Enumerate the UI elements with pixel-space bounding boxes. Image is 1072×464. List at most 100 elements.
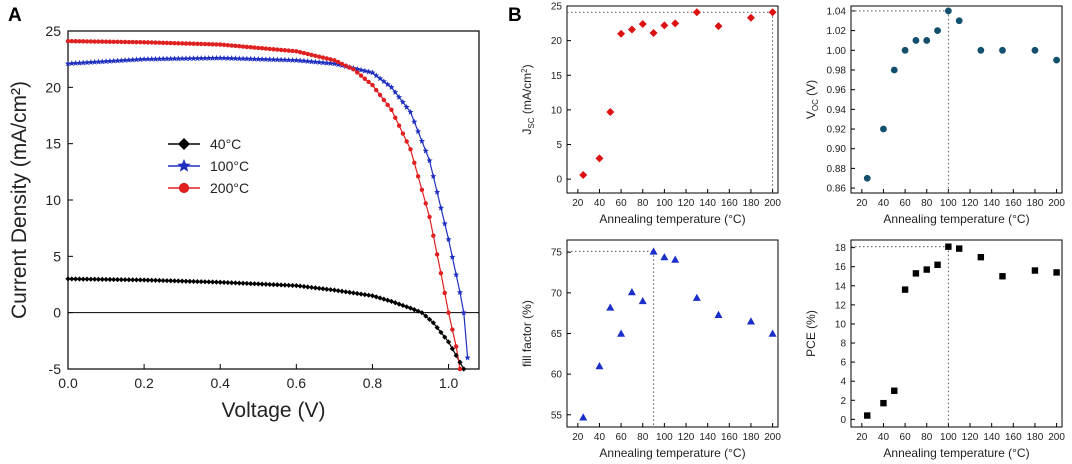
panel-a-x-tick-label: 0.0 [58, 375, 78, 391]
panel-a-point [274, 56, 281, 63]
panel-a-point [370, 82, 375, 88]
panel-a-point [281, 56, 288, 63]
panel-b4-y-axis-title: PCE (%) [804, 310, 818, 357]
panel-a-point [130, 39, 135, 45]
panel-a-point [160, 277, 166, 284]
panel-a-point [437, 204, 444, 211]
panel-a-point [229, 280, 235, 286]
panel-b4-y-tick-label: 0 [840, 415, 846, 426]
panel-a-point [195, 41, 200, 47]
panel-a-point [369, 69, 376, 76]
panel-a-point [271, 47, 276, 52]
panel-b2-y-tick-label: 0.92 [827, 125, 847, 136]
panel-b2-y-tick-label: 0.90 [827, 144, 847, 155]
panel-a-point [418, 137, 425, 144]
panel-b1-data-point [638, 20, 647, 29]
panel-a-point [214, 42, 219, 47]
panel-b3-frame [566, 239, 779, 428]
panel-b4-x-tick-label: 160 [1005, 432, 1022, 443]
panel-b4-data-point [999, 273, 1006, 280]
panel-a-series-line-0 [68, 278, 465, 369]
panel-a-point [312, 285, 318, 291]
panel-b1-data-point [768, 8, 777, 17]
panel-a-point [445, 236, 452, 243]
panel-b2-y-tick-label: 0.98 [827, 65, 847, 76]
panel-a-series-group [68, 40, 469, 369]
panel-b4-frame [850, 239, 1063, 428]
panel-b1-x-tick-label: 100 [656, 198, 673, 209]
panel-b4-x-tick-label: 180 [1027, 432, 1044, 443]
panel-b3-data-point [617, 329, 626, 337]
panel-a-point [351, 67, 356, 72]
panel-b4-y-tick-label: 16 [835, 262, 847, 273]
panel-a-point [163, 55, 170, 62]
panel-a-point [244, 280, 250, 287]
panel-a-point [244, 44, 250, 50]
panel-a-point [438, 329, 444, 335]
panel-b3-x-tick-label: 40 [594, 432, 606, 443]
panel-a-point [373, 72, 380, 79]
panel-b3-x-tick-label: 80 [637, 432, 649, 443]
legend-marker-0 [178, 138, 190, 150]
panel-b2-y-tick-label: 0.88 [827, 164, 847, 175]
panel-b1-data-point [579, 170, 588, 179]
panel-a-point [358, 291, 364, 297]
panel-a-point [377, 75, 384, 82]
panel-b4-x-tick-label: 80 [921, 432, 933, 443]
panel-a-point [308, 58, 315, 65]
panel-a-point [233, 43, 238, 49]
panel-a-point [111, 276, 117, 283]
panel-a-point [442, 290, 447, 296]
panel-b3-y-tick-label: 55 [551, 410, 563, 421]
panel-a-point [122, 39, 128, 45]
panel-b1-x-tick-label: 80 [637, 198, 649, 209]
panel-a-point [438, 271, 444, 276]
panel-b2-y-tick-label: 1.04 [827, 6, 847, 17]
panel-b4-data-point [864, 412, 871, 419]
panel-a-point [68, 60, 75, 67]
panel-a-series-line-2 [68, 40, 461, 369]
panel-b2-data-point [934, 27, 941, 35]
panel-b1-data-point [617, 29, 626, 38]
panel-b4-data-point [945, 243, 952, 250]
panel-a-point [236, 280, 242, 286]
panel-a-point [126, 277, 132, 283]
panel-a-point [366, 79, 371, 85]
panel-a-point [415, 308, 421, 314]
panel-a-point [385, 102, 390, 108]
panel-b4-y-tick-label: 2 [840, 396, 846, 407]
panel-a-x-tick-label: 1.0 [439, 375, 459, 391]
panel-b1-data-point [671, 19, 680, 28]
panel-a-point [453, 271, 460, 278]
panel-a-y-tick-label: 25 [45, 23, 61, 39]
panel-b3-x-tick-label: 200 [764, 432, 781, 443]
panel-b3-y-tick-label: 65 [551, 329, 563, 340]
panel-a-point [229, 43, 234, 48]
panel-b1-x-tick-label: 60 [616, 198, 628, 209]
panel-a-point [149, 277, 155, 283]
panel-a-point [133, 56, 140, 63]
panel-b2-x-tick-label: 140 [983, 198, 1000, 209]
panel-a-point [187, 278, 193, 284]
panel-a-point [358, 73, 364, 78]
panel-a-point [373, 294, 379, 300]
panel-a-point [293, 283, 299, 289]
panel-a-point [114, 276, 121, 283]
panel-a-point [236, 55, 243, 62]
panel-a-point [81, 39, 86, 44]
panel-a-point [301, 50, 307, 56]
panel-a-point [354, 290, 360, 297]
panel-a-point [115, 39, 120, 45]
panel-b1-y-axis-title-part: J [520, 129, 534, 135]
panel-b2-x-tick-label: 80 [921, 198, 933, 209]
panel-a-point [366, 292, 372, 298]
panel-label-b: B [508, 5, 522, 26]
panel-a-point [365, 68, 372, 75]
panel-b1-x-tick-label: 40 [594, 198, 606, 209]
panel-a-point [380, 78, 387, 85]
panel-a-point [156, 55, 163, 62]
panel-a-point [171, 55, 178, 62]
panel-a-point [141, 55, 148, 62]
panel-a-point [80, 59, 87, 66]
panel-a-point [301, 283, 307, 290]
